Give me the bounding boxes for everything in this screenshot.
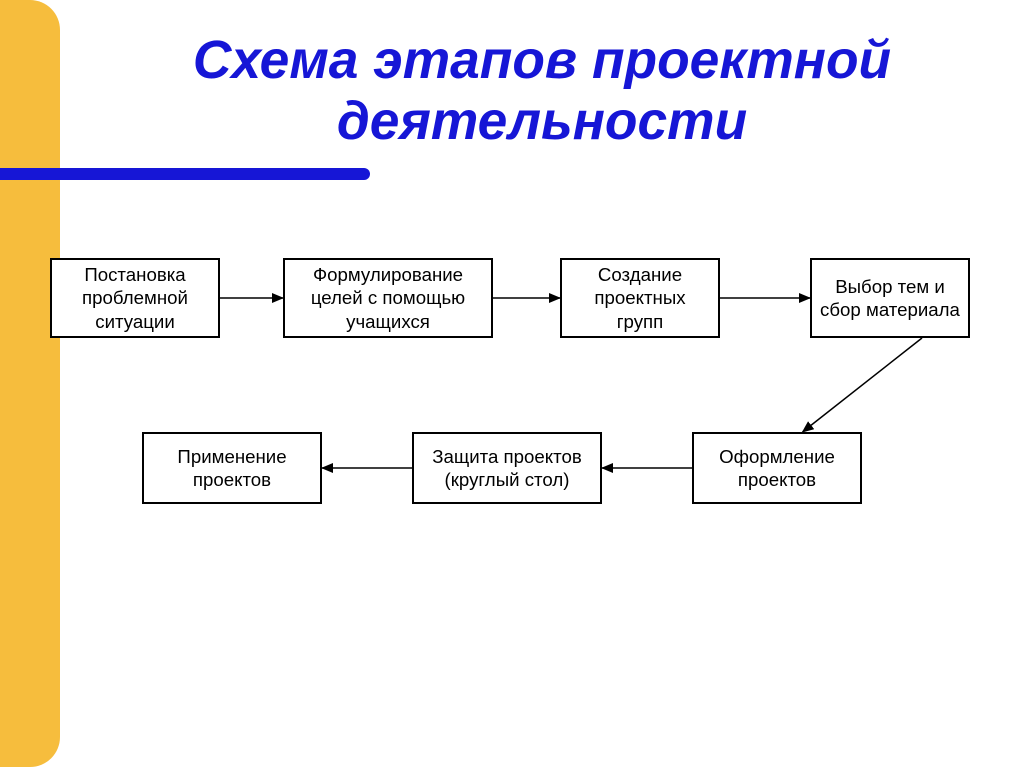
flowchart-edges [0,0,1024,767]
flowchart-node: Создание проектных групп [560,258,720,338]
flowchart-node-label: Применение проектов [152,445,312,492]
flowchart-node: Защита проектов (круглый стол) [412,432,602,504]
flowchart-node-label: Постановка проблемной ситуации [60,263,210,333]
flowchart-node: Постановка проблемной ситуации [50,258,220,338]
flowchart-node-label: Защита проектов (круглый стол) [422,445,592,492]
flowchart-node-label: Создание проектных групп [570,263,710,333]
flowchart-node: Выбор тем и сбор материала [810,258,970,338]
flowchart-node: Оформление проектов [692,432,862,504]
flowchart-canvas: Постановка проблемной ситуации Формулиров… [0,0,1024,767]
flowchart-node-label: Выбор тем и сбор материала [820,275,960,322]
flowchart-node: Применение проектов [142,432,322,504]
flowchart-node: Формулирование целей с помощью учащихся [283,258,493,338]
flowchart-edge [803,338,923,432]
flowchart-node-label: Формулирование целей с помощью учащихся [293,263,483,333]
flowchart-node-label: Оформление проектов [702,445,852,492]
